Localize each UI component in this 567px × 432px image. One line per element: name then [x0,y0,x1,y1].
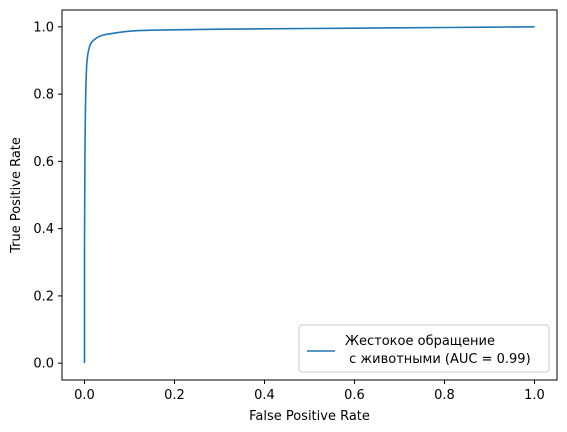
y-tick-label: 0.4 [33,222,54,237]
x-tick-label: 0.4 [254,388,275,403]
legend-label-line1: Жестокое обращение [345,334,495,349]
x-tick-label: 1.0 [524,388,545,403]
y-tick-label: 0.0 [33,357,54,372]
y-tick-label: 0.2 [33,289,54,304]
legend-label-line2: с животными (AUC = 0.99) [345,352,531,367]
y-tick-label: 1.0 [33,20,54,35]
y-tick-label: 0.6 [33,155,54,170]
legend-box [298,324,550,373]
roc-curve-line [83,26,535,364]
x-tick-label: 0.8 [434,388,455,403]
x-tick-label: 0.2 [164,388,185,403]
y-axis-title: True Positive Rate [9,137,24,254]
y-axis-ticks: 0.0 0.2 0.4 0.6 0.8 1.0 [33,20,62,372]
x-tick-label: 0.6 [344,388,365,403]
x-axis-ticks: 0.0 0.2 0.4 0.6 0.8 1.0 [74,380,545,403]
legend: Жестокое обращение с животными (AUC = 0.… [298,324,550,373]
x-axis-title: False Positive Rate [249,409,370,424]
plot-area [61,9,558,381]
y-tick-label: 0.8 [33,88,54,103]
x-tick-label: 0.0 [74,388,95,403]
